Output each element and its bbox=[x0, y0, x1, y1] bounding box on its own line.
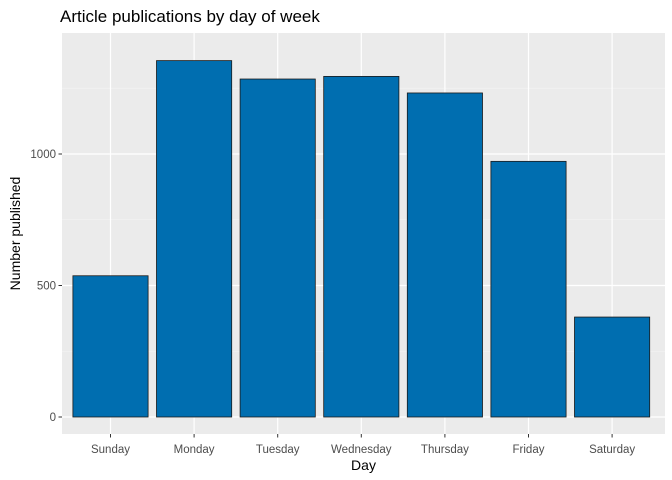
y-tick-label: 1000 bbox=[30, 149, 56, 161]
bar-monday bbox=[156, 60, 233, 418]
x-tick-label: Thursday bbox=[421, 444, 469, 456]
bar-sunday bbox=[72, 275, 149, 418]
bar-saturday bbox=[574, 316, 651, 418]
x-tick-label: Sunday bbox=[91, 444, 130, 456]
bar-wednesday bbox=[323, 75, 400, 418]
x-axis-ticks: Sunday Monday Tuesday Wednesday Thursday Frid… bbox=[91, 434, 635, 456]
x-tick-label: Wednesday bbox=[331, 444, 392, 456]
y-tick-label: 0 bbox=[50, 412, 56, 424]
x-axis-title: Day bbox=[351, 457, 376, 473]
bars bbox=[72, 60, 651, 418]
bar-tuesday bbox=[239, 78, 316, 418]
y-axis-title: Number published bbox=[7, 177, 23, 291]
x-tick-label: Friday bbox=[513, 444, 545, 456]
x-tick-label: Tuesday bbox=[256, 444, 300, 456]
y-tick-label: 500 bbox=[37, 280, 56, 292]
chart-title: Article publications by day of week bbox=[60, 7, 320, 26]
x-tick-label: Saturday bbox=[589, 444, 635, 456]
bar-friday bbox=[490, 160, 567, 418]
bar-thursday bbox=[406, 92, 483, 418]
y-axis-ticks: 0 500 1000 bbox=[30, 149, 62, 424]
x-tick-label: Monday bbox=[174, 444, 215, 456]
